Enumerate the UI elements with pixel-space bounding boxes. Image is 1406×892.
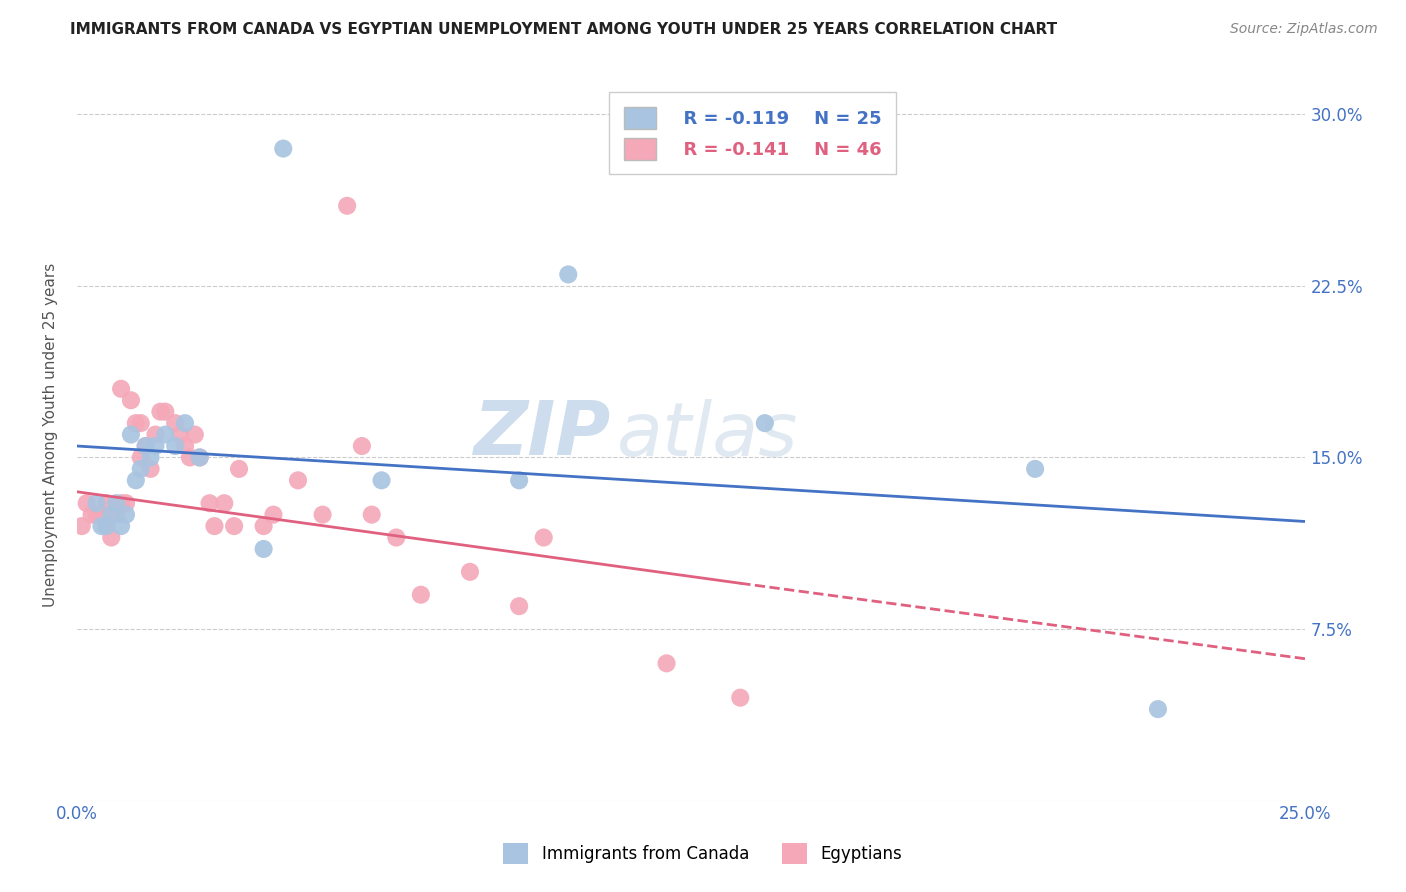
Text: atlas: atlas — [617, 399, 799, 471]
Text: IMMIGRANTS FROM CANADA VS EGYPTIAN UNEMPLOYMENT AMONG YOUTH UNDER 25 YEARS CORRE: IMMIGRANTS FROM CANADA VS EGYPTIAN UNEMP… — [70, 22, 1057, 37]
Point — [135, 439, 157, 453]
Point — [115, 496, 138, 510]
Point — [214, 496, 236, 510]
Point — [287, 473, 309, 487]
Point — [100, 531, 122, 545]
Point — [139, 462, 162, 476]
Point — [155, 427, 177, 442]
Point — [110, 519, 132, 533]
Point — [224, 519, 246, 533]
Point — [198, 496, 221, 510]
Point — [228, 462, 250, 476]
Point — [120, 393, 142, 408]
Point — [120, 427, 142, 442]
Point — [96, 519, 118, 533]
Point — [188, 450, 211, 465]
Point — [1147, 702, 1170, 716]
Point — [174, 416, 197, 430]
Point — [96, 519, 118, 533]
Point — [90, 519, 112, 533]
Point — [169, 427, 191, 442]
Legend:   R = -0.119    N = 25,   R = -0.141    N = 46: R = -0.119 N = 25, R = -0.141 N = 46 — [609, 92, 896, 174]
Point — [360, 508, 382, 522]
Point — [271, 142, 294, 156]
Point — [350, 439, 373, 453]
Text: Source: ZipAtlas.com: Source: ZipAtlas.com — [1230, 22, 1378, 37]
Point — [100, 508, 122, 522]
Point — [129, 416, 152, 430]
Point — [557, 268, 579, 282]
Point — [730, 690, 752, 705]
Point — [533, 531, 555, 545]
Point — [90, 508, 112, 522]
Point — [110, 382, 132, 396]
Point — [139, 450, 162, 465]
Point — [508, 599, 530, 614]
Point — [385, 531, 408, 545]
Point — [174, 439, 197, 453]
Point — [86, 496, 108, 510]
Point — [458, 565, 481, 579]
Point — [129, 462, 152, 476]
Point — [135, 439, 157, 453]
Point — [145, 427, 167, 442]
Point — [155, 405, 177, 419]
Point — [165, 416, 187, 430]
Point — [252, 519, 274, 533]
Point — [262, 508, 284, 522]
Point — [179, 450, 201, 465]
Point — [165, 439, 187, 453]
Y-axis label: Unemployment Among Youth under 25 years: Unemployment Among Youth under 25 years — [44, 262, 58, 607]
Point — [655, 657, 678, 671]
Point — [204, 519, 226, 533]
Point — [86, 508, 108, 522]
Point — [409, 588, 432, 602]
Point — [311, 508, 333, 522]
Text: ZIP: ZIP — [474, 398, 612, 471]
Point — [125, 473, 148, 487]
Legend: Immigrants from Canada, Egyptians: Immigrants from Canada, Egyptians — [496, 837, 910, 871]
Point — [115, 508, 138, 522]
Point — [80, 508, 103, 522]
Point — [96, 496, 118, 510]
Point — [370, 473, 392, 487]
Point — [105, 496, 128, 510]
Point — [336, 199, 359, 213]
Point — [129, 450, 152, 465]
Point — [76, 496, 98, 510]
Point — [70, 519, 93, 533]
Point — [252, 541, 274, 556]
Point — [105, 508, 128, 522]
Point — [188, 450, 211, 465]
Point — [508, 473, 530, 487]
Point — [184, 427, 207, 442]
Point — [110, 496, 132, 510]
Point — [145, 439, 167, 453]
Point — [125, 416, 148, 430]
Point — [149, 405, 172, 419]
Point — [754, 416, 776, 430]
Point — [1024, 462, 1046, 476]
